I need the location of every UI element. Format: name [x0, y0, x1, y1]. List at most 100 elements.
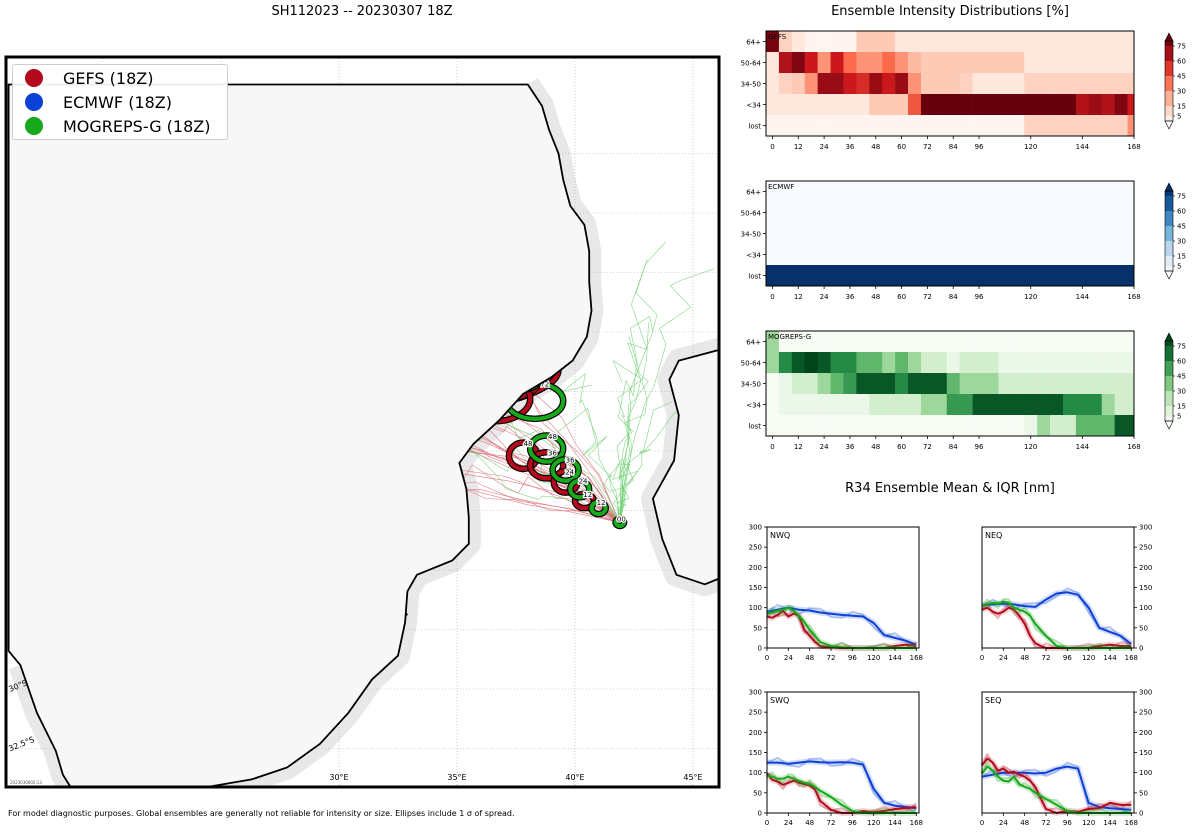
heatmap-cell	[920, 352, 935, 374]
mogreps-member-track	[617, 336, 637, 523]
r34-ylabel: 150	[749, 584, 762, 592]
heatmap-cell	[778, 394, 793, 416]
heatmap-cell	[959, 394, 973, 416]
heatmap-cell	[920, 52, 935, 74]
heatmap-cell	[1114, 115, 1128, 137]
heatmap-cell	[1101, 352, 1115, 374]
mogreps-ellipse-label: 24	[579, 478, 588, 486]
r34-panel-nwq: NWQ 0 24 48 72 96 120 144 168 0 50 100 150 200 250 300	[749, 524, 923, 663]
heatmap-cell	[791, 373, 806, 395]
heatmap-cell	[998, 331, 1012, 353]
heatmap-cell	[869, 115, 883, 137]
heatmap-xlabel: 120	[1024, 143, 1037, 151]
heatmap-cell	[1050, 394, 1064, 416]
r34-frame	[981, 691, 1135, 814]
heatmap-cell	[1075, 94, 1090, 116]
heatmap-cell	[895, 94, 909, 116]
heatmap-cell	[766, 373, 780, 395]
heatmap-cell	[1062, 94, 1077, 116]
colorbar-label: 75	[1177, 343, 1186, 351]
heatmap-cell	[804, 331, 818, 353]
heatmap-cell	[1088, 373, 1103, 395]
heatmap-cell	[908, 394, 922, 416]
colorbar-label: 5	[1177, 413, 1181, 421]
r34-ylabel: 50	[753, 789, 762, 797]
heatmap-cell	[843, 52, 857, 74]
gefs-ellipse-label: 36	[548, 449, 557, 457]
r34-frame	[766, 526, 920, 649]
heatmap-cell	[1011, 331, 1025, 353]
heatmap-cell	[843, 94, 857, 116]
r34-mean-ecmwf	[767, 760, 917, 810]
colorbar-segment	[1165, 211, 1173, 226]
heatmap-cell	[1062, 415, 1077, 437]
heatmap-cell	[766, 331, 780, 353]
heatmap-cell	[766, 244, 1135, 266]
colorbar-segment	[1165, 191, 1173, 196]
r34-xlabel: 96	[848, 819, 857, 827]
heatmap-xlabel: 24	[820, 143, 829, 151]
r34-ylabel: 300	[749, 524, 762, 532]
heatmap-cell	[817, 331, 831, 353]
heatmap-cell	[1050, 373, 1064, 395]
heatmap-cell	[766, 394, 780, 416]
heatmap-cell	[766, 52, 780, 74]
heatmap-xlabel: 84	[949, 293, 958, 301]
colorbar-segment	[1165, 241, 1173, 256]
r34-title: R34 Ensemble Mean & IQR [nm]	[845, 481, 1055, 496]
heatmap-cell	[804, 352, 818, 374]
heatmap-xlabel: 168	[1127, 293, 1140, 301]
heatmap-cell	[959, 52, 973, 74]
heatmap-cell	[1075, 394, 1090, 416]
heatmap-ylabel: 34-50	[741, 381, 761, 389]
r34-xlabel: 120	[867, 654, 880, 662]
r34-ylabel: 300	[1139, 689, 1152, 697]
heatmap-cell	[1088, 331, 1103, 353]
heatmap-cell	[1011, 31, 1025, 53]
heatmap-cell	[791, 73, 806, 95]
heatmap-cell	[869, 415, 883, 437]
heatmap-cell	[895, 73, 909, 95]
heatmap-cell	[1088, 115, 1103, 137]
heatmap-cell	[1050, 331, 1064, 353]
r34-xlabel: 72	[827, 819, 836, 827]
r34-ylabel: 250	[749, 544, 762, 552]
heatmap-cell	[1088, 394, 1103, 416]
r34-ylabel: 0	[1139, 810, 1143, 818]
heatmap-cell	[998, 31, 1012, 53]
colorbar-segment	[1165, 61, 1173, 76]
heatmap-cell	[766, 94, 780, 116]
heatmap-cell	[1050, 73, 1064, 95]
colorbar-segment	[1165, 41, 1173, 46]
r34-xlabel: 24	[784, 654, 793, 662]
r34-xlabel: 144	[1103, 654, 1117, 662]
heatmap-cell	[817, 394, 831, 416]
r34-xlabel: 48	[805, 819, 814, 827]
heatmap-cell	[882, 373, 896, 395]
legend-marker-mogreps	[25, 117, 43, 135]
r34-panel-title: SEQ	[985, 696, 1001, 705]
heatmap-cell	[791, 352, 806, 374]
heatmap-xlabel: 72	[923, 143, 932, 151]
heatmap-cell	[869, 73, 883, 95]
heatmap-cell	[804, 373, 818, 395]
heatmap-cell	[843, 373, 857, 395]
heatmap-cell	[1024, 115, 1038, 137]
heatmap-xlabel: 144	[1076, 143, 1090, 151]
heatmap-cell	[933, 352, 948, 374]
colorbar-label: 45	[1177, 73, 1186, 81]
r34-xlabel: 96	[848, 654, 857, 662]
heatmap-cell	[908, 373, 922, 395]
r34-xlabel: 96	[1063, 819, 1072, 827]
heatmap-cell	[933, 373, 948, 395]
heatmap-cell	[972, 52, 986, 74]
colorbar-segment	[1165, 416, 1173, 421]
heatmap-ylabel: lost	[748, 273, 761, 281]
r34-mean-ecmwf	[981, 591, 1132, 645]
r34-panel-swq: SWQ 0 24 48 72 96 120 144 168 0 50 100 150 200 250 300	[749, 689, 923, 828]
heatmap-cell	[972, 394, 986, 416]
heatmap-cell	[766, 223, 1135, 245]
mogreps-ellipse-36	[550, 457, 581, 483]
heatmap-cell	[1050, 94, 1064, 116]
